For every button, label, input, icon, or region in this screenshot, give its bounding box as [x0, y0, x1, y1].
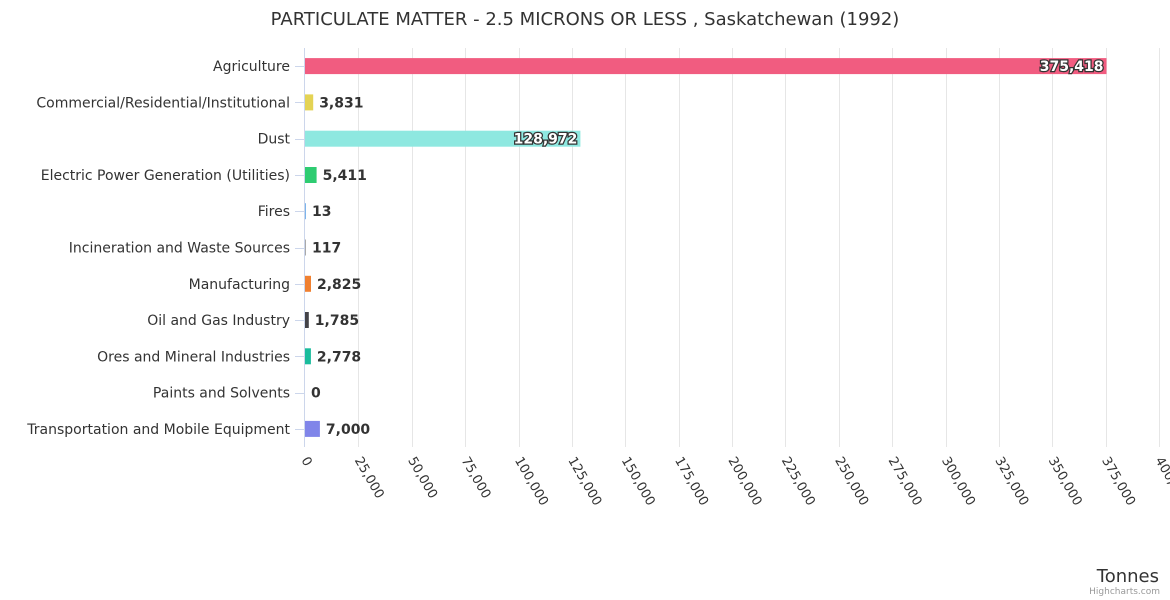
tick-label: 375,000	[1098, 455, 1138, 509]
data-label: 2,778	[317, 349, 361, 365]
data-labels: 375,418 3,831 128,972 5,411 13 117 2,825 1,785 2…	[311, 58, 1105, 438]
data-label: 5,411	[323, 168, 367, 184]
tick-label: 125,000	[564, 455, 604, 509]
category-label: Manufacturing	[189, 277, 290, 293]
tick-label: 400,000	[1152, 455, 1170, 509]
category-label: Paints and Solvents	[153, 386, 290, 402]
tick-label: 75,000	[458, 455, 494, 502]
tick-labels: 0 25,000 50,000 75,000 100,000 125,000 150,000…	[298, 455, 1170, 509]
tick-label: 325,000	[991, 455, 1031, 509]
category-label: Oil and Gas Industry	[147, 313, 290, 329]
tick-label: 200,000	[725, 455, 765, 509]
value-axis-title: Tonnes	[1096, 566, 1159, 587]
category-label: Electric Power Generation (Utilities)	[41, 168, 290, 184]
bar[interactable]	[305, 58, 1107, 75]
category-label: Fires	[258, 204, 290, 220]
bar[interactable]	[305, 312, 309, 328]
tick-label: 175,000	[671, 455, 711, 509]
data-label: 117	[312, 241, 341, 257]
tick-label: 300,000	[938, 455, 978, 509]
bar[interactable]	[305, 239, 306, 256]
data-label: 3,831	[319, 95, 363, 111]
data-label: 7,000	[326, 422, 371, 438]
category-label: Incineration and Waste Sources	[69, 241, 290, 257]
bar[interactable]	[305, 167, 317, 183]
category-label: Transportation and Mobile Equipment	[26, 422, 290, 438]
tick-label: 275,000	[885, 455, 925, 509]
gridlines	[295, 48, 1160, 447]
tick-label: 225,000	[778, 455, 818, 509]
data-label: 128,972	[514, 132, 578, 148]
category-labels: Agriculture Commercial/Residential/Instit…	[26, 59, 290, 438]
tick-label: 50,000	[404, 455, 440, 502]
tick-label: 25,000	[351, 455, 387, 502]
credits-link[interactable]: Highcharts.com	[1089, 587, 1160, 597]
data-label: 0	[311, 386, 321, 402]
tick-label: 250,000	[831, 455, 871, 509]
tick-label: 350,000	[1045, 455, 1085, 509]
chart-title: PARTICULATE MATTER - 2.5 MICRONS OR LESS…	[271, 9, 900, 30]
bar[interactable]	[305, 203, 306, 220]
tick-label: 150,000	[618, 455, 658, 509]
category-label: Agriculture	[213, 59, 290, 75]
bar[interactable]	[305, 348, 311, 365]
tick-label: 100,000	[511, 455, 551, 509]
data-label: 13	[312, 204, 331, 220]
category-label: Commercial/Residential/Institutional	[36, 95, 290, 111]
data-label: 1,785	[315, 313, 359, 329]
bar[interactable]	[305, 94, 314, 111]
category-label: Ores and Mineral Industries	[97, 349, 290, 365]
data-label: 375,418	[1040, 59, 1104, 75]
bar[interactable]	[305, 130, 581, 147]
bar[interactable]	[305, 420, 320, 437]
bar[interactable]	[305, 275, 311, 292]
data-label: 2,825	[317, 277, 361, 293]
tick-label: 0	[298, 455, 315, 470]
bars	[305, 58, 1107, 437]
category-label: Dust	[258, 132, 291, 148]
